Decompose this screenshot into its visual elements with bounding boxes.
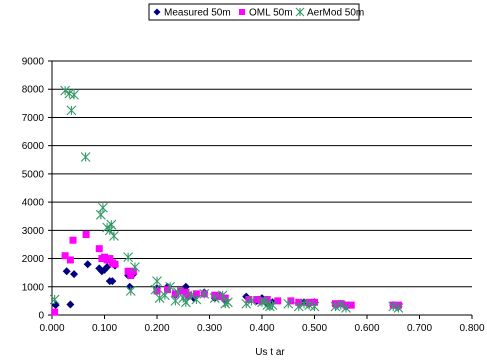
point-oml-50m (127, 271, 135, 279)
x-tick-label: 0.400 (249, 323, 274, 334)
point-aermod-50m (154, 293, 165, 303)
point-aermod-50m (125, 286, 136, 296)
point-aermod-50m (159, 290, 170, 301)
x-tick-label: 0.800 (459, 323, 484, 334)
point-aermod-50m (106, 219, 117, 230)
point-measured-50m (83, 260, 92, 269)
point-measured-50m (125, 282, 134, 291)
point-oml-50m (124, 267, 132, 275)
point-oml-50m (95, 245, 103, 253)
point-oml-50m (245, 295, 253, 303)
point-oml-50m (69, 236, 77, 244)
point-oml-50m (129, 267, 137, 275)
gridlines (52, 60, 472, 288)
x-axis-title: Us t ar (255, 347, 285, 358)
x-tick-label: 0.600 (354, 323, 379, 334)
point-aermod-50m (309, 301, 320, 312)
point-aermod-50m (180, 297, 191, 308)
point-aermod-50m (217, 290, 228, 301)
y-tick-label: 7000 (22, 113, 45, 124)
point-oml-50m (216, 293, 224, 301)
point-oml-50m (274, 297, 282, 305)
x-tick-label: 0.300 (197, 323, 222, 334)
point-oml-50m (66, 256, 74, 264)
point-aermod-50m (222, 297, 233, 308)
legend-label: AerMod 50m (307, 8, 364, 19)
point-aermod-50m (152, 276, 162, 287)
data-points (49, 85, 404, 316)
point-aermod-50m (60, 85, 71, 96)
x-tick-label: 0.200 (144, 323, 169, 334)
x-tick-label: 0.000 (39, 323, 64, 334)
point-aermod-50m (165, 281, 176, 292)
y-tick-label: 0 (38, 311, 44, 322)
legend: Measured 50m OML 50m AerMod 50m (148, 3, 364, 21)
point-aermod-50m (123, 252, 134, 263)
point-oml-50m (111, 260, 119, 268)
x-tick-label: 0.700 (407, 323, 432, 334)
y-tick-label: 4000 (22, 198, 45, 209)
point-oml-50m (347, 301, 355, 309)
tick-labels: 0 1000 2000 3000 4000 5000 6000 7000 8000 9000 0.0… (22, 57, 485, 335)
point-aermod-50m (170, 295, 181, 306)
point-aermod-50m (104, 225, 115, 236)
point-measured-50m (70, 270, 79, 279)
point-aermod-50m (69, 89, 79, 100)
legend-marker (153, 8, 161, 16)
point-aermod-50m (283, 298, 294, 309)
point-aermod-50m (209, 293, 220, 303)
point-oml-50m (61, 252, 69, 260)
legend-label: Measured 50m (164, 8, 231, 19)
legend-label: OML 50m (249, 8, 293, 19)
point-measured-50m (66, 300, 75, 309)
point-aermod-50m (98, 202, 108, 213)
point-oml-50m (185, 291, 192, 299)
point-aermod-50m (95, 209, 106, 220)
point-aermod-50m (341, 303, 351, 313)
y-tick-label: 8000 (22, 85, 45, 96)
x-tick-label: 0.500 (302, 323, 327, 334)
y-tick-label: 1000 (22, 282, 45, 293)
point-aermod-50m (293, 301, 304, 312)
point-measured-50m (108, 277, 117, 286)
y-tick-label: 2000 (22, 254, 45, 265)
point-oml-50m (263, 295, 271, 303)
y-tick-label: 3000 (22, 226, 45, 237)
point-aermod-50m (241, 298, 252, 309)
point-measured-50m (62, 267, 71, 276)
legend-marker (239, 9, 245, 15)
point-aermod-50m (199, 288, 210, 299)
point-aermod-50m (49, 294, 60, 305)
legend-box (148, 3, 360, 21)
point-aermod-50m (150, 284, 161, 295)
point-aermod-50m (130, 262, 140, 272)
point-oml-50m (106, 255, 114, 263)
point-aermod-50m (335, 300, 346, 311)
point-aermod-50m (393, 303, 404, 313)
point-oml-50m (82, 231, 90, 239)
point-aermod-50m (186, 290, 197, 301)
point-oml-50m (51, 308, 59, 316)
point-oml-50m (192, 290, 200, 298)
y-tick-label: 5000 (22, 169, 45, 180)
y-tick-label: 6000 (22, 141, 45, 152)
point-aermod-50m (246, 295, 257, 306)
point-aermod-50m (267, 300, 278, 311)
point-oml-50m (171, 290, 179, 298)
y-tick-label: 9000 (22, 57, 45, 68)
point-aermod-50m (80, 152, 91, 162)
axes (48, 60, 473, 319)
point-aermod-50m (109, 231, 119, 241)
point-oml-50m (177, 287, 185, 295)
point-aermod-50m (191, 294, 202, 305)
x-tick-label: 0.100 (92, 323, 117, 334)
legend-marker (295, 7, 305, 17)
point-oml-50m (253, 295, 261, 303)
point-aermod-50m (66, 105, 77, 116)
point-measured-50m (51, 301, 60, 310)
